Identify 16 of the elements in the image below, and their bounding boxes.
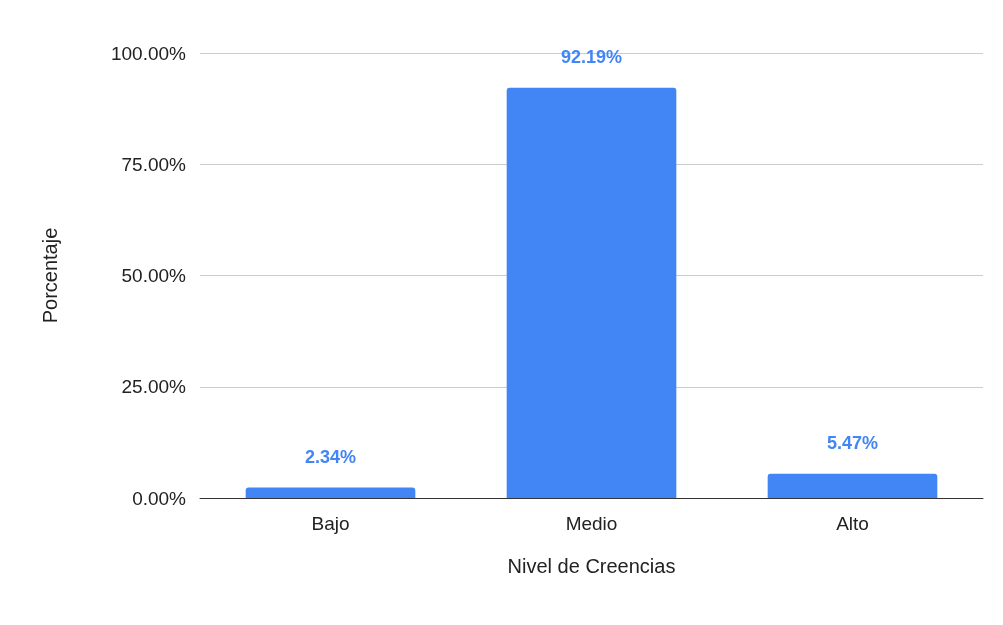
y-axis-title: Porcentaje (39, 227, 61, 324)
data-label: 92.19% (560, 46, 623, 67)
bar (506, 87, 677, 498)
data-label: 2.34% (304, 446, 357, 467)
bar (245, 487, 416, 498)
y-tick-label: 25.00% (121, 376, 187, 398)
x-axis-title: Nivel de Creencias (507, 555, 676, 577)
x-tick-label: Bajo (311, 513, 350, 534)
y-tick-label: 0.00% (132, 487, 187, 509)
y-tick-label: 100.00% (110, 42, 187, 64)
x-tick-label: Medio (565, 513, 618, 534)
y-tick-label: 75.00% (121, 153, 187, 175)
y-tick-label: 50.00% (121, 265, 187, 286)
bar (767, 473, 938, 498)
x-tick-label: Alto (836, 513, 869, 534)
data-label: 5.47% (826, 432, 879, 453)
